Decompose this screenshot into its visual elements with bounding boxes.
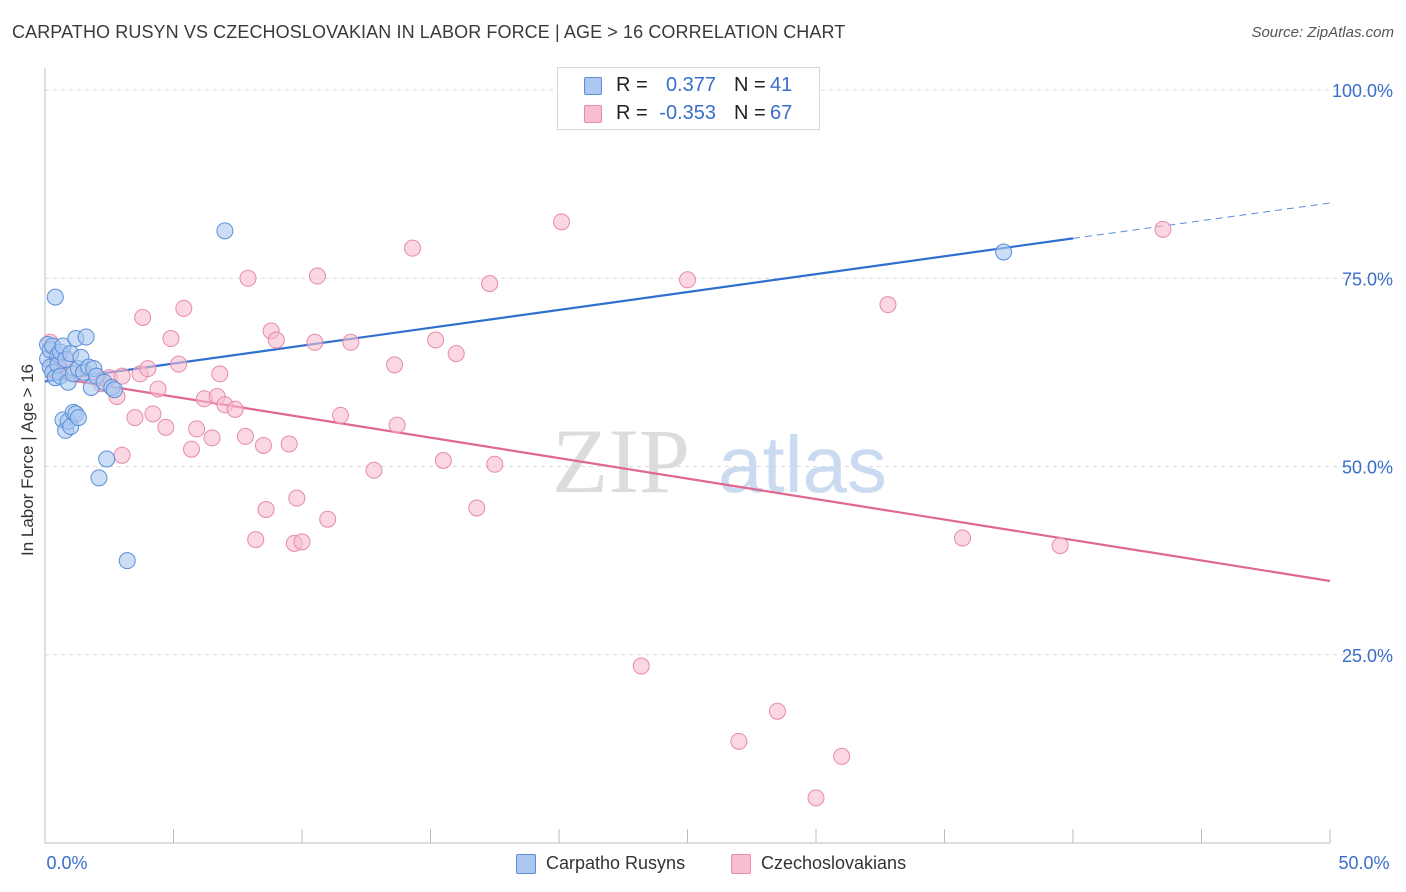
n-label: N =	[734, 102, 766, 124]
n-label: N =	[734, 74, 766, 96]
r-label: R =	[616, 102, 648, 124]
czechoslovakian-point	[139, 360, 157, 378]
czechoslovakian-point	[447, 345, 465, 363]
czechoslovakian-point	[175, 299, 193, 317]
czechoslovakian-point	[308, 267, 326, 285]
czechoslovakian-point	[280, 435, 298, 453]
carpatho-rusyn-point	[98, 450, 116, 468]
czechoslovakian-point	[768, 702, 786, 720]
czechoslovakian-point	[247, 531, 265, 549]
czechoslovakian-point	[388, 416, 406, 434]
x-tick-labels: 0.0% 50.0%	[46, 853, 1389, 873]
n-value: 67	[770, 102, 793, 124]
czechoslovakian-point	[730, 732, 748, 750]
series-legend: Carpatho Rusyns Czechoslovakians	[0, 852, 1406, 878]
czechoslovakian-point	[306, 333, 324, 351]
czechoslovakian-point	[134, 308, 152, 326]
stats-row-carpatho: R = 0.377 N = 41	[558, 72, 819, 100]
stats-row-czechoslovakian: R = -0.353 N = 67	[558, 100, 819, 128]
czechoslovakian-point	[434, 452, 452, 470]
czechoslovakian-point	[203, 429, 221, 447]
y-tick-labels: 25.0% 50.0% 75.0% 100.0%	[1332, 81, 1393, 666]
x-tick-label: 50.0%	[1338, 853, 1389, 873]
czechoslovakian-point	[468, 499, 486, 517]
stats-legend: R = 0.377 N = 41 R = -0.353 N = 67	[557, 67, 820, 130]
czechoslovakian-point	[149, 380, 167, 398]
czechoslovakian-point	[188, 420, 206, 438]
czechoslovakian-point	[679, 271, 696, 289]
czechoslovakian-point	[553, 213, 571, 231]
x-tick-label: 0.0%	[46, 853, 87, 873]
blue-swatch-icon	[584, 77, 602, 95]
carpatho-rusyn-trendline	[44, 237, 1074, 383]
czechoslovakian-point	[953, 529, 971, 547]
grid-lines	[45, 89, 1392, 656]
carpatho-rusyn-point	[105, 381, 123, 399]
czechoslovakian-point	[144, 405, 162, 423]
trend-lines	[44, 202, 1331, 583]
czechoslovakian-point	[257, 500, 275, 518]
carpatho-rusyn-point	[995, 243, 1013, 261]
y-tick-label: 75.0%	[1342, 269, 1393, 289]
y-tick-label: 25.0%	[1342, 646, 1393, 666]
czechoslovakian-point	[1051, 537, 1069, 555]
carpatho-rusyn-trendline-extension	[1072, 202, 1331, 239]
czechoslovakian-point	[113, 367, 131, 385]
data-points	[39, 213, 1172, 807]
watermark-atlas: atlas	[718, 420, 887, 509]
y-axis-label: In Labor Force | Age > 16	[18, 363, 37, 557]
czechoslovakian-point	[807, 789, 825, 807]
czechoslovakian-point	[236, 427, 254, 445]
czechoslovakian-point	[332, 406, 350, 424]
czechoslovakian-point	[170, 355, 188, 373]
r-label: R =	[616, 74, 648, 96]
czechoslovakian-point	[481, 275, 499, 293]
czechoslovakian-point	[254, 436, 272, 454]
czechoslovakian-point	[427, 331, 445, 349]
czechoslovakian-point	[632, 657, 650, 675]
carpatho-rusyn-point	[69, 409, 87, 427]
y-tick-label: 50.0%	[1342, 458, 1393, 478]
czechoslovakian-point	[833, 747, 851, 765]
czechoslovakian-point	[879, 296, 897, 314]
pink-swatch-icon	[731, 854, 751, 874]
pink-swatch-icon	[584, 105, 602, 123]
czechoslovakian-point	[404, 239, 422, 257]
czechoslovakian-point	[267, 331, 285, 349]
czechoslovakian-point	[365, 461, 383, 479]
r-value: 0.377	[665, 74, 716, 96]
y-tick-label: 100.0%	[1332, 81, 1393, 101]
r-value: -0.353	[659, 102, 716, 124]
czechoslovakian-point	[342, 333, 360, 351]
legend-label: Carpatho Rusyns	[546, 853, 686, 873]
czechoslovakian-point	[157, 418, 175, 436]
czechoslovakian-point	[319, 510, 337, 528]
czechoslovakian-point	[113, 446, 131, 464]
legend-label: Czechoslovakians	[761, 853, 907, 873]
czechoslovakian-point	[1154, 220, 1172, 238]
czechoslovakian-point	[288, 489, 306, 507]
axes	[44, 68, 1331, 844]
czechoslovakian-point	[162, 330, 180, 348]
czechoslovakian-point	[486, 455, 504, 473]
czechoslovakian-point	[226, 400, 244, 418]
carpatho-rusyn-point	[216, 222, 234, 240]
carpatho-rusyn-point	[90, 469, 108, 487]
carpatho-rusyn-point	[77, 328, 95, 346]
czechoslovakian-point	[386, 356, 404, 374]
watermark: ZIP atlas	[552, 410, 887, 512]
chart-title: CARPATHO RUSYN VS CZECHOSLOVAKIAN IN LAB…	[12, 22, 846, 42]
carpatho-rusyn-point	[118, 552, 136, 570]
czechoslovakian-point	[182, 440, 200, 458]
source-label: Source: ZipAtlas.com	[1251, 24, 1394, 41]
czechoslovakian-point	[293, 533, 311, 551]
n-value: 41	[770, 74, 793, 96]
czechoslovakian-point	[211, 365, 229, 383]
blue-swatch-icon	[516, 854, 536, 874]
carpatho-rusyn-point	[46, 288, 64, 306]
czechoslovakian-trendline	[44, 375, 1331, 583]
czechoslovakian-point	[239, 269, 257, 287]
czechoslovakian-point	[126, 409, 144, 427]
